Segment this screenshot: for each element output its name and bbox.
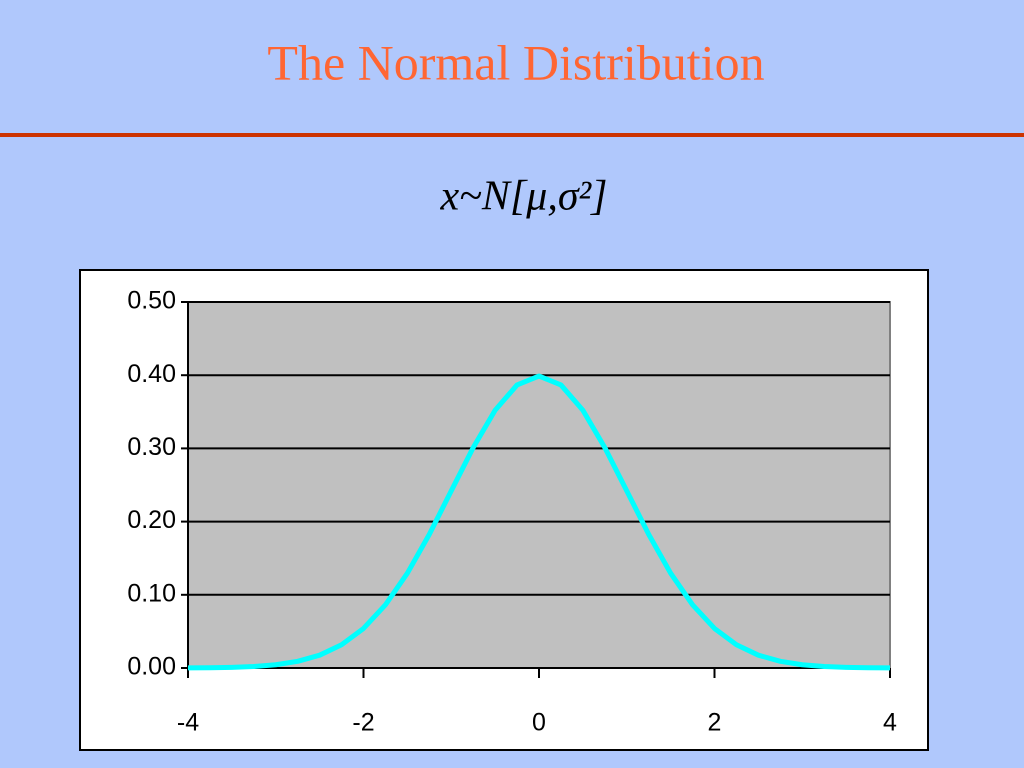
x-tick-label: -2 xyxy=(352,709,374,737)
x-tick-label: 0 xyxy=(532,709,546,737)
data-line xyxy=(187,373,891,671)
x-tick-label: 2 xyxy=(708,709,722,737)
y-tick-label: 0.00 xyxy=(127,653,176,681)
x-tick-label: 4 xyxy=(883,709,897,737)
y-tick-label: 0.10 xyxy=(127,579,176,607)
formula: x~N[μ,σ²] xyxy=(440,174,608,220)
x-tick-label: -4 xyxy=(177,709,199,737)
slide-title: The Normal Distribution xyxy=(267,34,764,90)
y-tick-label: 0.40 xyxy=(127,360,176,388)
y-tick-label: 0.20 xyxy=(127,506,176,534)
chart: 0.00 0.10 0.20 0.30 0.40 0.50 -4 -2 0 2 4 xyxy=(127,287,897,737)
title-rule xyxy=(0,133,1024,137)
y-tick-label: 0.50 xyxy=(127,287,176,315)
y-tick-label: 0.30 xyxy=(127,433,176,461)
plot-area xyxy=(187,301,891,669)
